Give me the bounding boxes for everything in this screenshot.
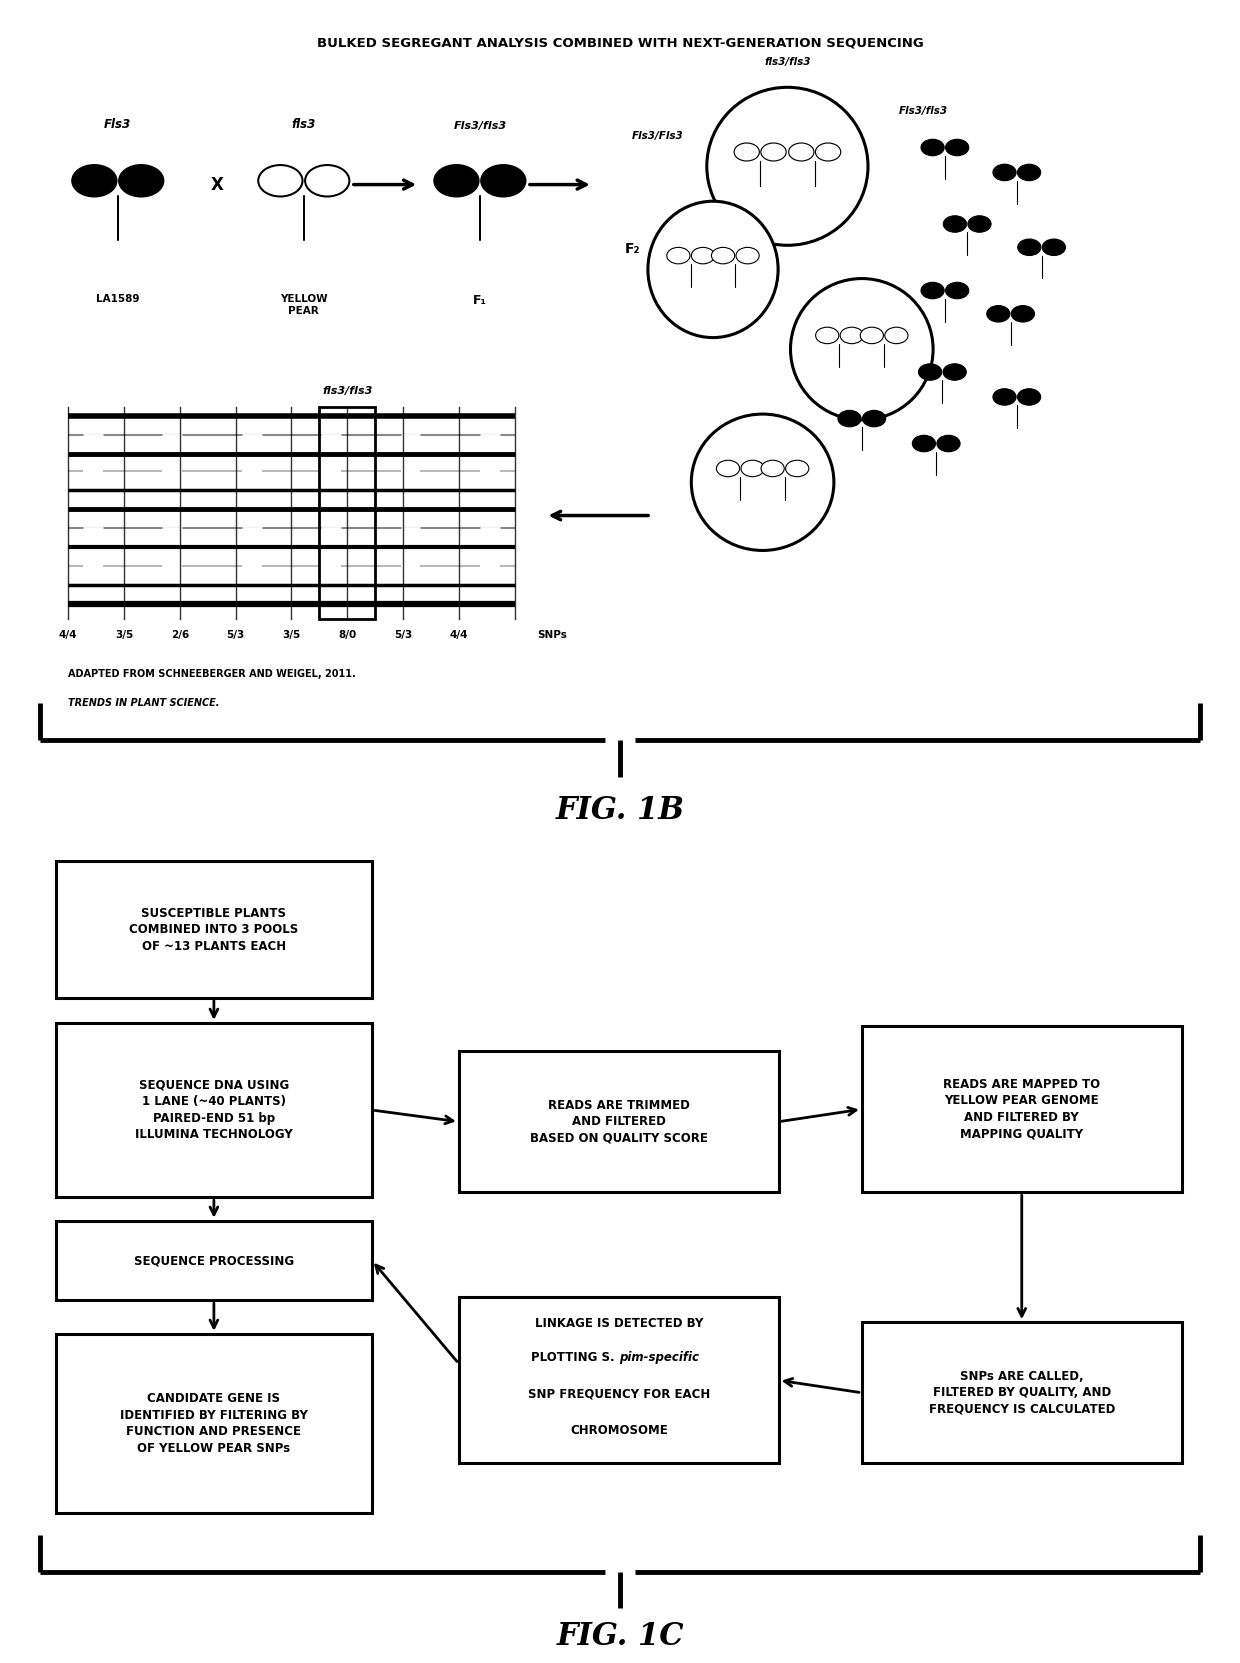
Ellipse shape bbox=[841, 328, 863, 344]
Text: SNPs ARE CALLED,
FILTERED BY QUALITY, AND
FREQUENCY IS CALCULATED: SNPs ARE CALLED, FILTERED BY QUALITY, AN… bbox=[929, 1370, 1115, 1415]
Ellipse shape bbox=[734, 143, 759, 161]
Ellipse shape bbox=[761, 461, 784, 477]
Ellipse shape bbox=[919, 364, 941, 381]
Ellipse shape bbox=[791, 278, 932, 421]
Ellipse shape bbox=[1018, 165, 1040, 181]
Ellipse shape bbox=[993, 165, 1016, 181]
Ellipse shape bbox=[944, 216, 966, 233]
Text: 5/3: 5/3 bbox=[394, 630, 412, 640]
Text: READS ARE TRIMMED
AND FILTERED
BASED ON QUALITY SCORE: READS ARE TRIMMED AND FILTERED BASED ON … bbox=[529, 1099, 708, 1144]
Bar bbox=[459, 1297, 779, 1463]
Ellipse shape bbox=[944, 364, 966, 381]
Bar bbox=[862, 1322, 1182, 1463]
Ellipse shape bbox=[993, 389, 1016, 406]
Ellipse shape bbox=[786, 461, 808, 477]
Ellipse shape bbox=[667, 248, 689, 264]
Bar bbox=[56, 1023, 372, 1197]
Ellipse shape bbox=[885, 328, 908, 344]
Ellipse shape bbox=[258, 165, 303, 196]
Ellipse shape bbox=[946, 283, 968, 299]
Text: pim-specific: pim-specific bbox=[619, 1350, 699, 1364]
Text: 4/4: 4/4 bbox=[450, 630, 467, 640]
Text: TRENDS IN PLANT SCIENCE.: TRENDS IN PLANT SCIENCE. bbox=[68, 698, 219, 708]
Text: FIG. 1C: FIG. 1C bbox=[557, 1621, 683, 1653]
Ellipse shape bbox=[647, 201, 779, 338]
Text: 5/3: 5/3 bbox=[227, 630, 244, 640]
Ellipse shape bbox=[1012, 306, 1034, 323]
Text: 2/6: 2/6 bbox=[171, 630, 188, 640]
Text: 8/0: 8/0 bbox=[339, 630, 356, 640]
Ellipse shape bbox=[692, 248, 714, 264]
Ellipse shape bbox=[1018, 389, 1040, 406]
Text: 3/5: 3/5 bbox=[283, 630, 300, 640]
Ellipse shape bbox=[119, 165, 164, 196]
Ellipse shape bbox=[707, 86, 868, 244]
Text: F₂: F₂ bbox=[625, 243, 640, 256]
Text: Fls3/fls3: Fls3/fls3 bbox=[899, 106, 949, 116]
Ellipse shape bbox=[72, 165, 117, 196]
Ellipse shape bbox=[861, 328, 883, 344]
Text: READS ARE MAPPED TO
YELLOW PEAR GENOME
AND FILTERED BY
MAPPING QUALITY: READS ARE MAPPED TO YELLOW PEAR GENOME A… bbox=[944, 1078, 1100, 1141]
Text: FIG. 1B: FIG. 1B bbox=[556, 795, 684, 827]
Bar bbox=[459, 1051, 779, 1192]
Ellipse shape bbox=[913, 436, 935, 452]
Text: BULKED SEGREGANT ANALYSIS COMBINED WITH NEXT-GENERATION SEQUENCING: BULKED SEGREGANT ANALYSIS COMBINED WITH … bbox=[316, 37, 924, 50]
Bar bbox=[56, 861, 372, 998]
Ellipse shape bbox=[692, 414, 833, 550]
Text: SUSCEPTIBLE PLANTS
COMBINED INTO 3 POOLS
OF ~13 PLANTS EACH: SUSCEPTIBLE PLANTS COMBINED INTO 3 POOLS… bbox=[129, 906, 299, 953]
Ellipse shape bbox=[737, 248, 759, 264]
Ellipse shape bbox=[742, 461, 764, 477]
Text: SNP FREQUENCY FOR EACH: SNP FREQUENCY FOR EACH bbox=[528, 1387, 709, 1400]
Ellipse shape bbox=[305, 165, 350, 196]
Text: ADAPTED FROM SCHNEEBERGER AND WEIGEL, 2011.: ADAPTED FROM SCHNEEBERGER AND WEIGEL, 20… bbox=[68, 669, 356, 679]
Text: SEQUENCE DNA USING
1 LANE (~40 PLANTS)
PAIRED-END 51 bp
ILLUMINA TECHNOLOGY: SEQUENCE DNA USING 1 LANE (~40 PLANTS) P… bbox=[135, 1079, 293, 1141]
Ellipse shape bbox=[761, 143, 786, 161]
Text: F₁: F₁ bbox=[472, 294, 487, 308]
Text: LINKAGE IS DETECTED BY: LINKAGE IS DETECTED BY bbox=[534, 1317, 703, 1330]
Text: SNPs: SNPs bbox=[537, 630, 567, 640]
Text: YELLOW
PEAR: YELLOW PEAR bbox=[280, 294, 327, 316]
Ellipse shape bbox=[987, 306, 1009, 323]
Ellipse shape bbox=[921, 283, 944, 299]
Ellipse shape bbox=[816, 328, 838, 344]
Text: 3/5: 3/5 bbox=[115, 630, 133, 640]
Ellipse shape bbox=[838, 411, 861, 427]
Text: Fls3/Fls3: Fls3/Fls3 bbox=[631, 131, 683, 141]
Ellipse shape bbox=[946, 140, 968, 156]
Text: 4/4: 4/4 bbox=[60, 630, 77, 640]
Ellipse shape bbox=[717, 461, 739, 477]
Text: Fls3/fls3: Fls3/fls3 bbox=[454, 121, 506, 131]
Ellipse shape bbox=[863, 411, 885, 427]
Text: Fls3: Fls3 bbox=[104, 118, 131, 131]
Text: LA1589: LA1589 bbox=[95, 294, 140, 304]
Ellipse shape bbox=[968, 216, 991, 233]
Ellipse shape bbox=[712, 248, 734, 264]
Ellipse shape bbox=[937, 436, 960, 452]
Text: CANDIDATE GENE IS
IDENTIFIED BY FILTERING BY
FUNCTION AND PRESENCE
OF YELLOW PEA: CANDIDATE GENE IS IDENTIFIED BY FILTERIN… bbox=[120, 1392, 308, 1455]
Ellipse shape bbox=[1043, 239, 1065, 256]
Ellipse shape bbox=[789, 143, 813, 161]
Ellipse shape bbox=[1018, 239, 1040, 256]
Text: CHROMOSOME: CHROMOSOME bbox=[570, 1424, 667, 1437]
Ellipse shape bbox=[434, 165, 479, 196]
Text: fls3/fls3: fls3/fls3 bbox=[322, 386, 372, 396]
Text: fls3: fls3 bbox=[291, 118, 316, 131]
Text: X: X bbox=[211, 176, 223, 193]
Bar bbox=[56, 1334, 372, 1513]
Ellipse shape bbox=[481, 165, 526, 196]
Ellipse shape bbox=[921, 140, 944, 156]
Bar bbox=[862, 1026, 1182, 1192]
Text: fls3/fls3: fls3/fls3 bbox=[764, 57, 811, 67]
Ellipse shape bbox=[816, 143, 841, 161]
Bar bbox=[319, 407, 374, 619]
Text: PLOTTING S.: PLOTTING S. bbox=[531, 1350, 619, 1364]
Bar bbox=[56, 1221, 372, 1300]
Text: SEQUENCE PROCESSING: SEQUENCE PROCESSING bbox=[134, 1254, 294, 1267]
